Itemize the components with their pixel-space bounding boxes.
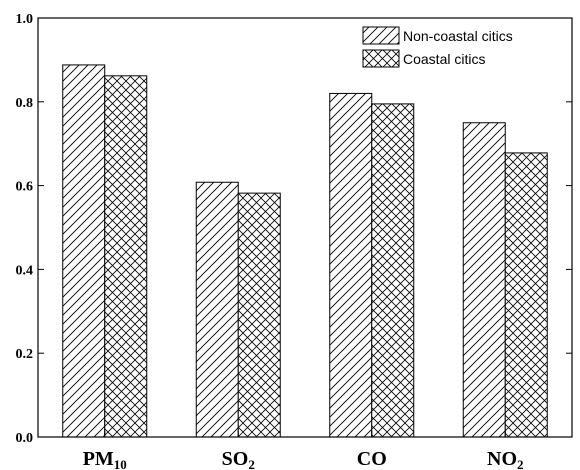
bar-non-coastal <box>462 122 506 438</box>
plot-frame <box>37 17 573 438</box>
y-tick-label: 0.6 <box>16 180 34 195</box>
x-category-label: CO <box>357 448 387 470</box>
x-category-label-sub: 2 <box>248 457 255 470</box>
y-tick-label: 1.0 <box>16 12 34 27</box>
bar-coastal <box>371 103 415 438</box>
x-category-label: NO2 <box>487 448 524 470</box>
bar-coastal <box>504 152 548 438</box>
x-category-label-main: PM <box>83 448 114 470</box>
bar-non-coastal <box>62 64 106 438</box>
y-tick-label: 0.2 <box>16 347 34 362</box>
bar-non-coastal <box>195 181 239 438</box>
y-tick-label: 0.0 <box>16 431 34 446</box>
x-category-label-main: SO <box>222 448 249 470</box>
legend-label-non-coastal: Non-coastal citics <box>403 28 513 44</box>
bar-coastal <box>104 75 148 438</box>
legend-swatch-non-coastal <box>362 26 400 45</box>
legend-swatch-coastal <box>362 49 400 68</box>
x-category-label-sub: 10 <box>114 457 127 470</box>
y-axis-ticks: 0.0 0.2 0.4 0.6 0.8 1.0 <box>16 12 572 446</box>
y-tick-label: 0.4 <box>16 263 34 278</box>
bar-coastal <box>237 192 281 438</box>
x-category-label: PM10 <box>83 448 127 470</box>
x-category-label-main: CO <box>357 448 387 470</box>
legend: Non-coastal citics Coastal citics <box>362 26 513 68</box>
bars <box>62 64 548 438</box>
x-category-label-main: NO <box>487 448 517 470</box>
x-category-label-sub: 2 <box>517 457 524 470</box>
legend-label-coastal: Coastal citics <box>403 51 485 67</box>
bar-non-coastal <box>329 92 373 438</box>
x-axis-categories: PM10 SO2 CO NO2 <box>83 431 524 470</box>
x-category-label: SO2 <box>222 448 255 470</box>
y-tick-label: 0.8 <box>16 96 34 111</box>
